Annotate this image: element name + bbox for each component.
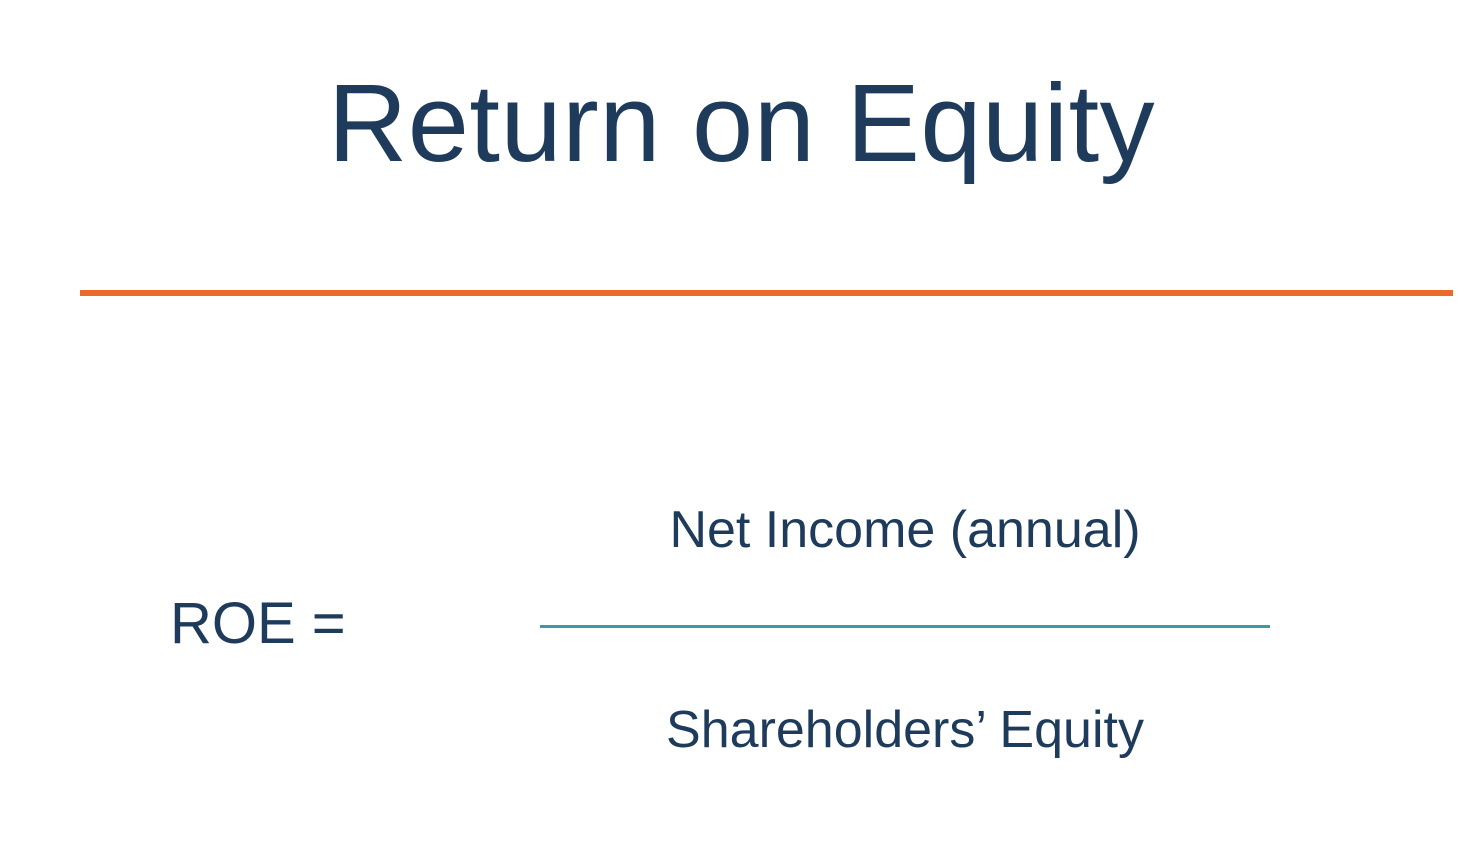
slide-container: Return on Equity ROE = Net Income (annua…	[0, 0, 1483, 843]
fraction-line	[540, 625, 1270, 628]
formula-denominator: Shareholders’ Equity	[540, 700, 1270, 760]
divider-line	[80, 290, 1453, 296]
slide-title: Return on Equity	[0, 60, 1483, 187]
formula-lhs: ROE =	[170, 590, 346, 657]
formula-area: ROE = Net Income (annual) Shareholders’ …	[0, 450, 1483, 750]
formula-numerator: Net Income (annual)	[540, 500, 1270, 560]
